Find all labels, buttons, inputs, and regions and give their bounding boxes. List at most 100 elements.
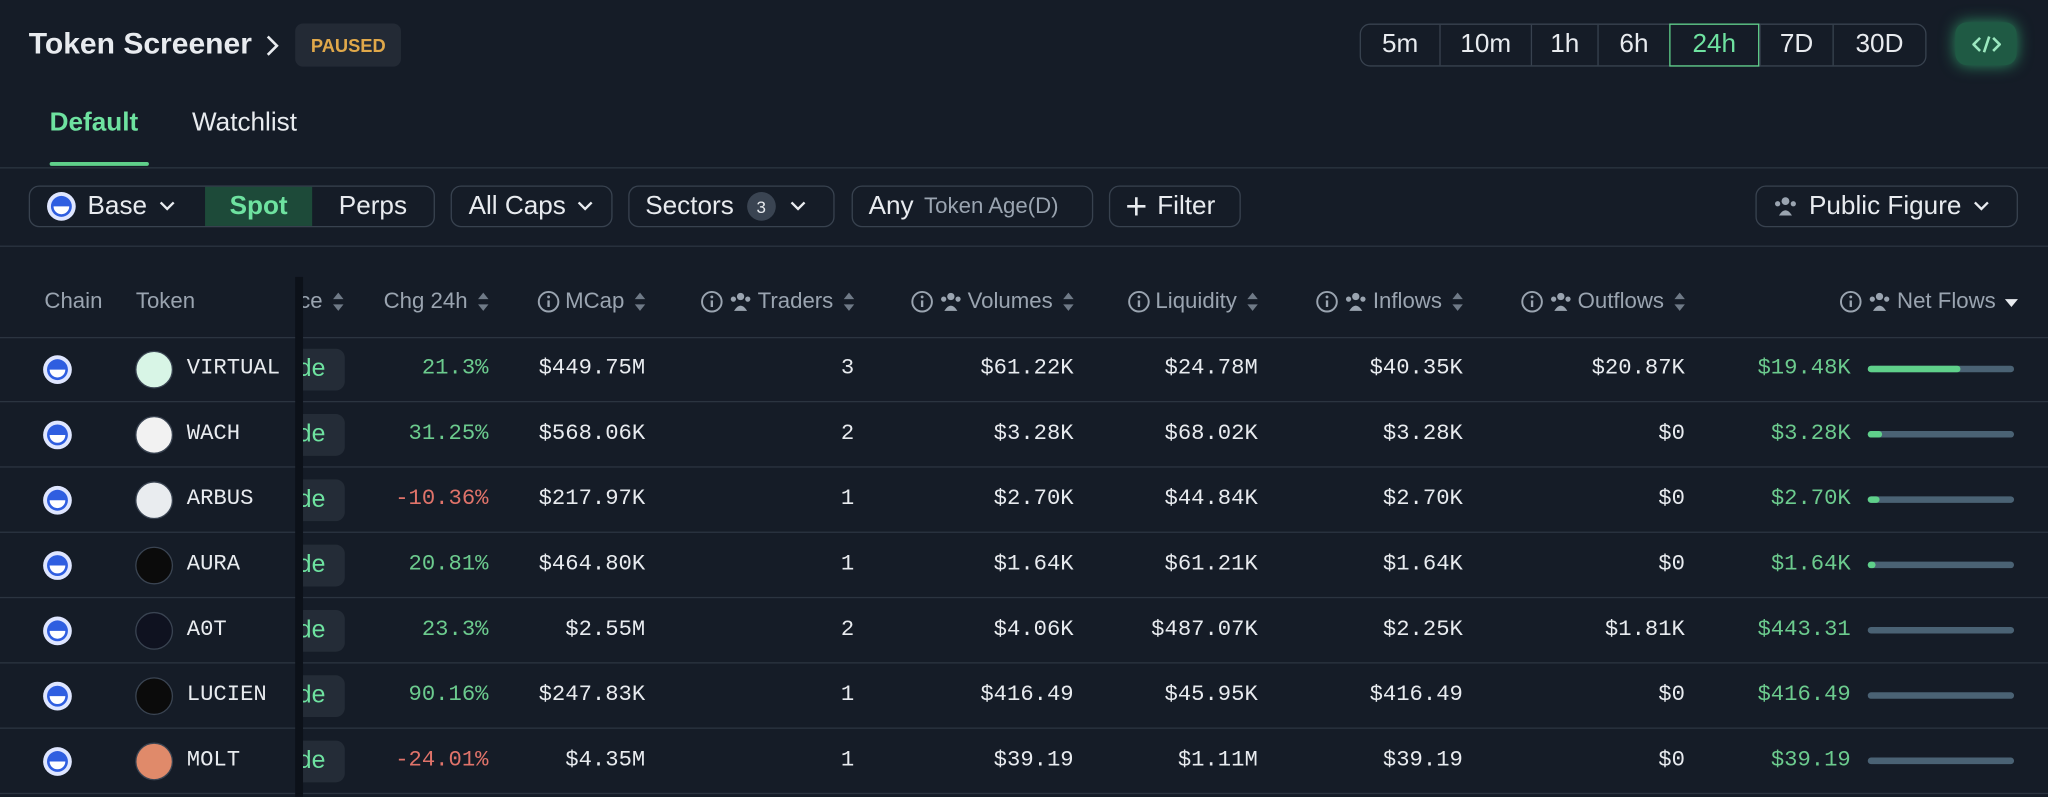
token-name[interactable]: AURA [186,552,241,578]
cell-chg-24h: 20.81% [408,552,489,578]
cell-volumes: $3.28K [993,421,1074,447]
column-header[interactable]: MCap [536,286,647,317]
people-icon [1870,292,1890,311]
timeframe-button[interactable]: 30D [1832,24,1925,66]
divider [0,167,2048,169]
cell-mcap: $568.06K [538,421,646,447]
column-header[interactable]: Volumes [910,286,1076,317]
net-flow-track [1867,496,2015,503]
token-name[interactable]: A0T [186,617,227,643]
cell-inflows: $40.35K [1369,356,1463,382]
token-name[interactable]: VIRTUAL [186,356,281,382]
tab[interactable]: Watchlist [191,108,297,138]
timeframe-button[interactable]: 10m [1439,24,1530,66]
cell-chg-24h: 90.16% [408,683,489,708]
age-select[interactable]: Any Token Age(D) [851,185,1094,228]
chain-select[interactable]: Base [30,191,205,222]
sectors-label: Sectors [645,191,734,221]
column-header[interactable]: ce [299,286,346,317]
divider [0,336,2048,339]
table-row[interactable] [0,533,2048,599]
token-icon [135,481,174,520]
timeframe-button[interactable]: 6h [1597,24,1669,66]
tab-underline [49,161,149,166]
token-name[interactable]: LUCIEN [186,683,267,708]
timeframe-button[interactable]: 5m [1381,30,1419,59]
cell-outflows: $0 [1658,552,1685,578]
cell-chg-24h: -10.36% [395,487,489,512]
column-header[interactable]: Outflows [1520,286,1687,317]
net-flow-bar [1867,365,1960,373]
table-row[interactable] [0,729,2048,795]
trade-button[interactable]: de [297,675,345,718]
column-label: Chg 24h [383,288,468,314]
table-row[interactable] [0,402,2048,468]
cell-volumes: $4.06K [993,617,1074,643]
table-row[interactable] [0,337,2048,403]
table-row[interactable] [0,664,2048,729]
column-label: Liquidity [1155,288,1237,314]
table-row[interactable] [0,468,2048,533]
timeframe-button[interactable]: 7D [1759,24,1832,66]
add-filter[interactable]: Filter [1108,185,1241,228]
cell-liquidity: $24.78M [1164,356,1258,382]
sort-icon [2004,299,2018,307]
code-button[interactable] [1955,22,2017,66]
cell-outflows: $0 [1658,683,1685,708]
column-header: Token [136,286,195,317]
cell-net-flows: $39.19 [1770,748,1851,774]
info-icon [701,290,723,313]
column-header: Chain [44,286,102,317]
column-header[interactable]: Traders [700,286,857,317]
trade-button[interactable]: de [297,348,345,391]
trade-button[interactable]: de [297,544,345,587]
market-toggle[interactable]: Spot [205,186,313,226]
cell-volumes: $2.70K [993,487,1074,512]
cell-mcap: $449.75M [538,356,646,382]
cell-outflows: $0 [1658,421,1685,447]
cell-liquidity: $1.11M [1177,748,1258,774]
chevron [159,201,175,211]
cell-volumes: $61.22K [980,356,1074,382]
column-header[interactable]: Inflows [1315,286,1465,317]
token-name[interactable]: WACH [186,421,241,447]
sectors-select[interactable]: Sectors 3 [628,185,835,228]
trade-button[interactable]: de [297,414,345,456]
page-title: Token Screener [28,26,252,61]
divider [0,245,2048,247]
token-icon [135,677,174,716]
market-toggle[interactable]: Perps [338,191,408,221]
column-header[interactable]: Liquidity [1127,286,1261,317]
trade-button[interactable]: de [297,479,345,522]
token-name[interactable]: ARBUS [186,487,254,512]
cell-volumes: $39.19 [993,748,1074,774]
trade-button[interactable]: de [297,740,345,783]
age-any: Any [868,191,914,221]
table-row[interactable] [0,598,2048,664]
cell-outflows: $0 [1658,487,1685,512]
timeframe-button[interactable]: 24h [1669,23,1760,67]
column-label: ce [299,288,323,314]
column-label: Inflows [1372,288,1442,314]
plus-icon [1127,197,1146,216]
column-header[interactable]: Net Flows [1840,286,2020,317]
cell-inflows: $416.49 [1369,683,1463,708]
cell-chg-24h: 23.3% [421,617,489,643]
cell-traders: 2 [840,421,855,447]
chevron [578,201,593,211]
cell-mcap: $217.97K [538,487,646,512]
cell-chg-24h: 21.3% [421,356,489,382]
cell-liquidity: $44.84K [1164,487,1258,512]
public-figure-select[interactable]: Public Figure [1755,185,2018,228]
tab[interactable]: Default [49,108,139,138]
caps-select[interactable]: All Caps [450,185,613,228]
cell-liquidity: $61.21K [1164,552,1258,578]
cell-net-flows: $443.31 [1757,617,1851,643]
trade-button[interactable]: de [297,609,345,652]
timeframe-button[interactable]: 1h [1530,24,1598,66]
cell-net-flows: $416.49 [1757,683,1851,708]
token-name[interactable]: MOLT [186,748,241,774]
cell-traders: 1 [840,552,855,578]
cell-net-flows: $1.64K [1770,552,1851,578]
column-header[interactable]: Chg 24h [384,286,491,317]
